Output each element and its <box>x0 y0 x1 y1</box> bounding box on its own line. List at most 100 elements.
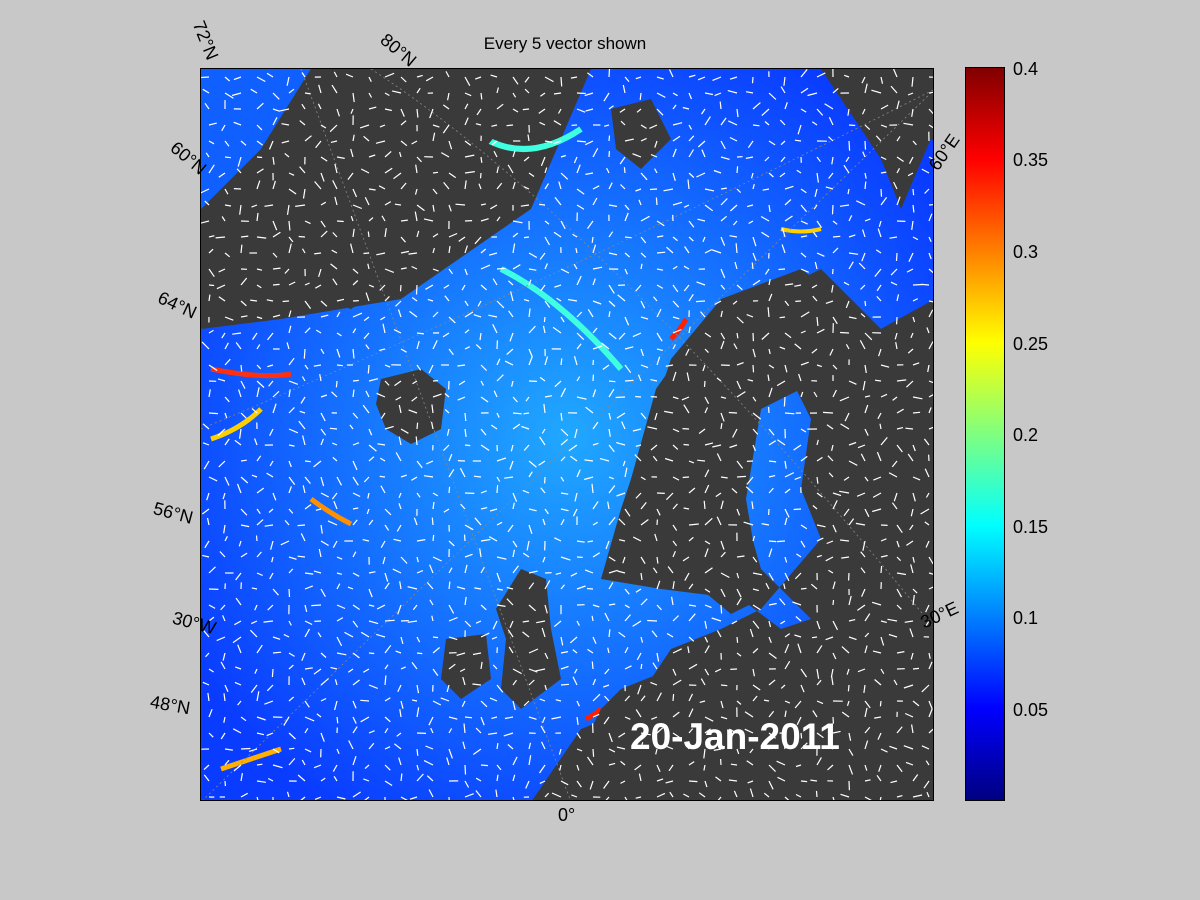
vector-arrow <box>320 230 328 238</box>
vector-arrow <box>712 444 722 448</box>
vector-arrow <box>377 443 386 446</box>
vector-arrow <box>736 332 739 339</box>
vector-arrow <box>768 364 775 369</box>
vector-arrow <box>524 88 530 94</box>
vector-arrow <box>656 727 664 734</box>
vector-arrow <box>845 344 850 350</box>
vector-arrow <box>512 396 518 403</box>
vector-arrow <box>635 284 642 292</box>
vector-arrow <box>496 556 507 560</box>
vector-arrow <box>512 540 518 548</box>
vector-arrow <box>554 380 562 388</box>
colorbar-tick: 0.25 <box>1013 334 1049 354</box>
vector-arrow <box>510 444 514 452</box>
vector-arrow <box>624 588 630 595</box>
vector-arrow <box>288 406 295 414</box>
vector-arrow <box>464 140 472 146</box>
vector-arrow <box>408 252 418 255</box>
vector-arrow <box>656 235 664 238</box>
vector-arrow <box>224 748 233 751</box>
vector-arrow <box>320 492 329 498</box>
vector-arrow <box>764 121 770 126</box>
vector-arrow <box>783 741 786 750</box>
vector-arrow <box>672 122 683 126</box>
current-streak <box>210 407 263 442</box>
vector-arrow <box>284 268 290 274</box>
vector-arrow <box>798 373 802 382</box>
vector-arrow <box>728 411 738 414</box>
vector-arrow <box>831 444 834 451</box>
vector-arrow <box>416 74 423 78</box>
vector-arrow <box>443 182 450 190</box>
vector-arrow <box>302 435 306 446</box>
vector-arrow <box>912 476 921 481</box>
vector-arrow <box>832 247 839 254</box>
vector-arrow <box>236 168 242 174</box>
vector-arrow <box>303 348 306 359</box>
vector-arrow <box>896 196 901 206</box>
vector-arrow <box>479 548 482 558</box>
vector-arrow <box>845 300 850 309</box>
vector-arrow <box>768 460 777 463</box>
vector-arrow <box>286 76 290 86</box>
vector-arrow <box>224 76 231 82</box>
vector-arrow <box>672 265 678 270</box>
vector-arrow <box>336 476 343 486</box>
vector-arrow <box>856 492 866 497</box>
vector-arrow <box>576 396 587 400</box>
vector-arrow <box>423 218 434 222</box>
vector-arrow <box>368 604 375 607</box>
vector-arrow <box>672 284 679 293</box>
vector-arrow <box>448 663 456 670</box>
vector-arrow <box>544 263 548 270</box>
vector-arrow <box>895 252 898 261</box>
vector-arrow <box>695 300 706 303</box>
vector-arrow <box>560 154 566 158</box>
vector-arrow <box>304 92 311 95</box>
vector-arrow <box>313 570 322 574</box>
vector-arrow <box>256 732 265 736</box>
vector-arrow <box>830 668 834 678</box>
vector-arrow <box>816 679 822 686</box>
vector-arrow <box>416 204 425 212</box>
vector-arrow <box>608 569 618 574</box>
europe-mainland <box>532 589 933 800</box>
vector-arrow <box>234 439 242 446</box>
vector-arrow <box>266 72 274 78</box>
vector-arrow <box>906 540 914 546</box>
vector-arrow <box>240 140 247 146</box>
vector-arrow <box>398 757 402 766</box>
vector-arrow <box>464 793 474 798</box>
vector-arrow <box>736 188 742 194</box>
vector-arrow <box>352 572 360 577</box>
vector-arrow <box>224 204 232 207</box>
vector-arrow <box>240 412 247 419</box>
vector-arrow <box>416 230 420 238</box>
vector-arrow <box>432 268 439 272</box>
vector-arrow <box>908 252 914 262</box>
vector-arrow <box>701 149 706 158</box>
vector-arrow <box>727 90 738 94</box>
vector-arrow <box>752 236 757 247</box>
vector-arrow <box>784 412 795 415</box>
vector-arrow <box>784 102 788 110</box>
vector-arrow <box>572 508 578 517</box>
vector-arrow <box>632 153 642 158</box>
vector-arrow <box>880 748 888 753</box>
vector-arrow <box>768 92 777 100</box>
vector-arrow <box>544 236 551 246</box>
colorbar-tick: 0.15 <box>1013 517 1049 537</box>
vector-arrow <box>768 293 773 302</box>
vector-arrow <box>912 794 923 798</box>
vector-arrow <box>880 538 887 542</box>
vector-arrow <box>784 556 788 563</box>
vector-arrow <box>666 246 674 254</box>
vector-arrow <box>846 700 850 706</box>
vector-arrow <box>568 298 578 302</box>
vector-arrow <box>928 708 933 718</box>
vector-arrow <box>320 476 325 487</box>
vector-arrow <box>480 218 489 222</box>
vector-arrow <box>512 774 516 782</box>
vector-arrow <box>843 281 850 286</box>
vector-arrow <box>768 572 774 581</box>
